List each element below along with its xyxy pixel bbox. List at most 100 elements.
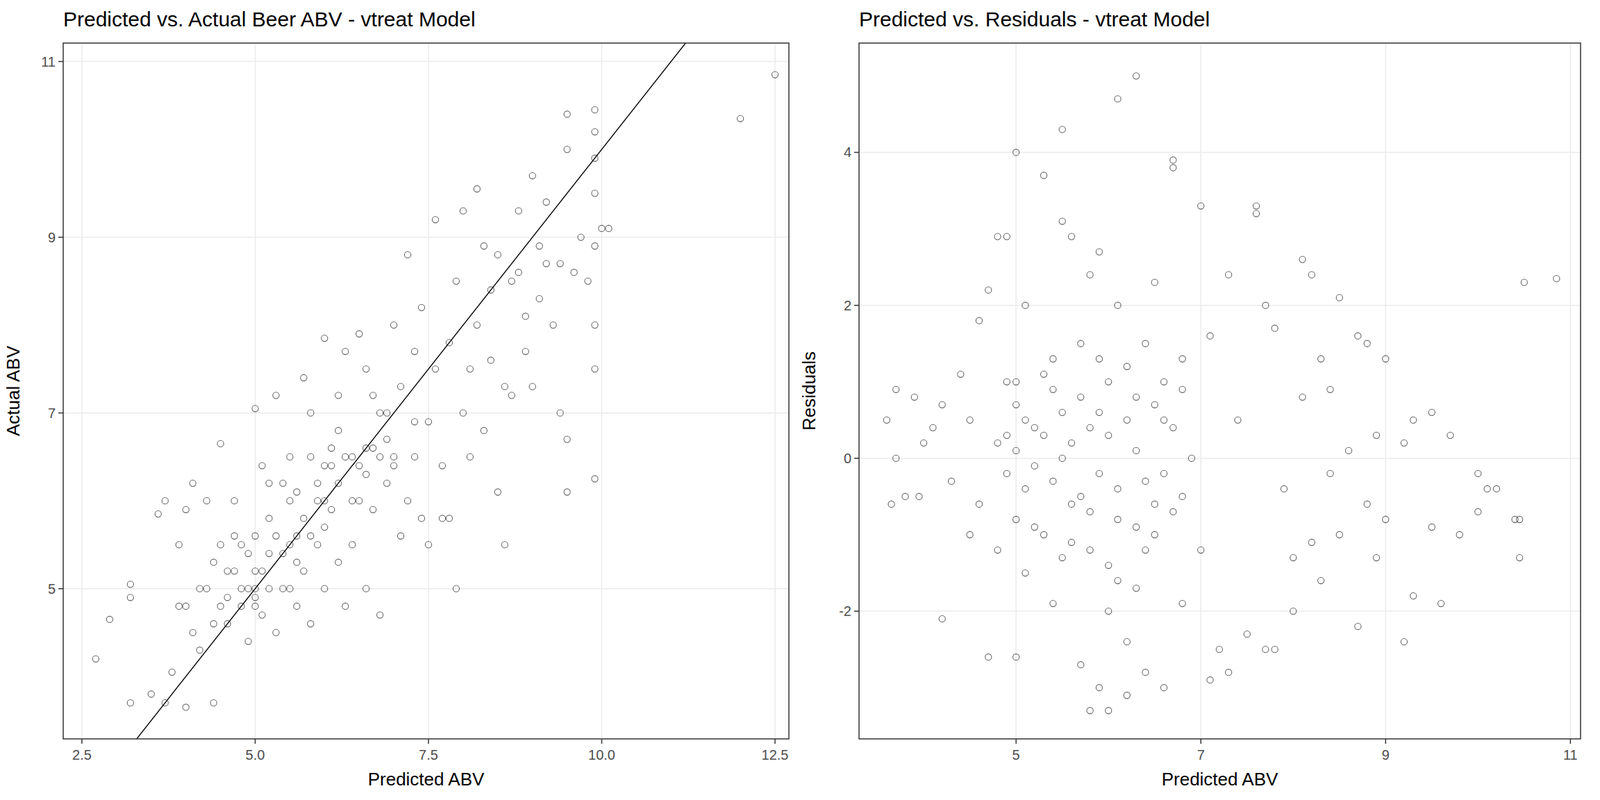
point	[466, 365, 473, 373]
tick-mark	[1570, 738, 1572, 744]
point	[1095, 684, 1103, 691]
point	[1059, 126, 1066, 133]
grid-line	[1385, 43, 1387, 739]
point	[1160, 378, 1167, 385]
tick-label: 10.0	[588, 747, 616, 763]
point	[1105, 378, 1112, 385]
chart-title: Predicted vs. Residuals - vtreat Model	[859, 7, 1210, 31]
point	[1280, 485, 1287, 492]
point	[370, 392, 377, 399]
point	[252, 532, 259, 539]
tick-label: 7	[47, 405, 56, 421]
point	[182, 506, 189, 513]
point	[929, 424, 937, 431]
point	[911, 393, 918, 400]
point	[175, 541, 182, 548]
point	[550, 322, 557, 329]
grid-line	[81, 43, 83, 739]
point	[1262, 646, 1269, 653]
point	[279, 479, 287, 487]
point	[203, 585, 210, 592]
point	[515, 269, 522, 276]
point	[480, 427, 487, 434]
point	[1179, 386, 1186, 393]
point	[563, 488, 571, 496]
point	[893, 386, 900, 393]
point	[591, 243, 598, 250]
point	[397, 383, 404, 390]
point	[1003, 470, 1010, 477]
point	[1022, 569, 1029, 576]
point	[286, 541, 294, 548]
point	[335, 427, 342, 434]
grid-line	[774, 43, 776, 739]
point	[1040, 172, 1047, 179]
point	[1206, 677, 1214, 684]
point	[168, 668, 175, 675]
point	[217, 541, 224, 548]
tick-mark	[58, 412, 64, 414]
point	[591, 154, 598, 162]
point	[231, 568, 238, 575]
point	[349, 541, 356, 548]
point	[1077, 493, 1085, 500]
point	[1151, 401, 1158, 408]
point	[1299, 256, 1306, 263]
tick-label: 0	[843, 450, 852, 466]
tick-mark	[1385, 738, 1387, 744]
point	[92, 655, 99, 662]
point	[300, 568, 307, 575]
point	[1493, 485, 1500, 492]
tick-label: 7	[1197, 747, 1205, 763]
point	[259, 462, 266, 469]
point	[1400, 439, 1407, 446]
tick-mark	[58, 61, 64, 63]
point	[1123, 363, 1130, 370]
point	[1142, 477, 1149, 485]
point	[1447, 431, 1454, 439]
point	[1170, 508, 1177, 515]
point	[487, 286, 494, 294]
point	[966, 531, 973, 538]
point	[1086, 546, 1094, 553]
point	[452, 585, 460, 592]
point	[431, 216, 439, 223]
point	[947, 477, 955, 485]
point	[328, 462, 335, 469]
point	[356, 497, 363, 505]
point	[1197, 546, 1205, 553]
point	[384, 409, 391, 416]
point	[321, 523, 328, 530]
point	[920, 439, 928, 446]
point	[342, 347, 349, 355]
point	[1105, 608, 1112, 615]
point	[411, 418, 418, 425]
point	[737, 115, 744, 122]
point	[1170, 164, 1177, 171]
point	[459, 207, 466, 214]
point	[883, 416, 890, 423]
tick-label: 9	[47, 229, 56, 246]
point	[536, 295, 543, 303]
point	[1003, 233, 1010, 240]
point	[293, 488, 300, 496]
point	[1308, 271, 1315, 278]
point	[314, 541, 321, 548]
point	[1059, 454, 1066, 462]
point	[1050, 600, 1057, 607]
tick-mark	[58, 588, 64, 590]
point	[286, 497, 294, 505]
point	[1086, 707, 1094, 714]
grid-line	[63, 412, 789, 414]
point	[591, 128, 598, 135]
point	[438, 515, 446, 522]
point	[307, 453, 314, 460]
point	[584, 277, 591, 285]
point	[1031, 424, 1038, 431]
tick-mark	[774, 738, 776, 744]
point	[1160, 684, 1167, 691]
grid-line	[1200, 43, 1202, 739]
point	[975, 500, 982, 507]
point	[1354, 623, 1362, 630]
point	[591, 190, 598, 197]
